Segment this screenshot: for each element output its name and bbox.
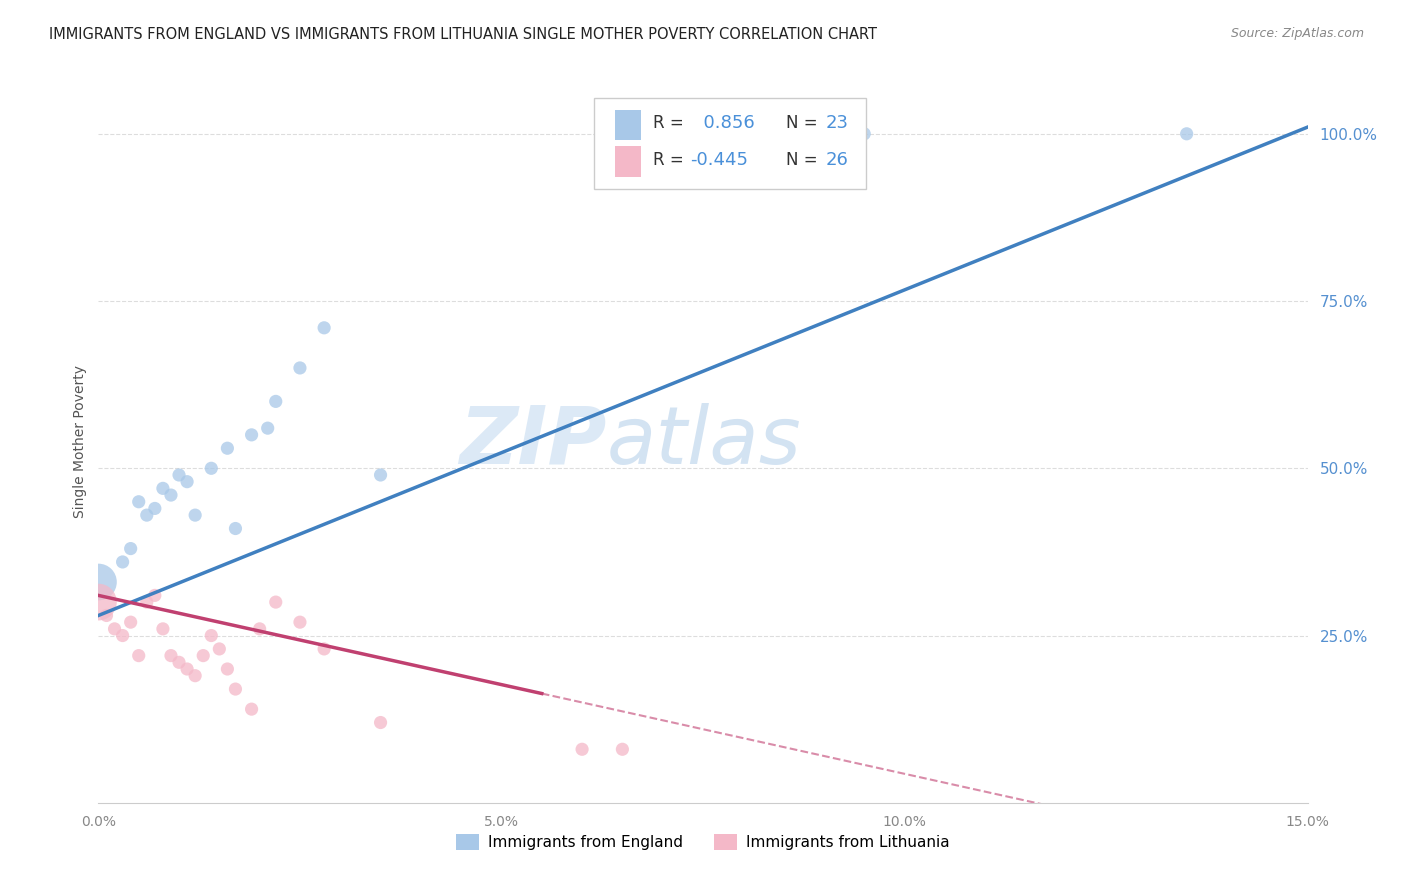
Point <box>314 642 336 657</box>
Legend: Immigrants from England, Immigrants from Lithuania: Immigrants from England, Immigrants from… <box>450 829 956 856</box>
Point <box>193 648 215 663</box>
Point <box>240 427 263 442</box>
Point <box>111 555 134 569</box>
Point <box>135 508 157 523</box>
Point <box>128 648 150 663</box>
Point <box>135 595 157 609</box>
Point <box>217 662 239 676</box>
Point <box>120 541 142 556</box>
Text: Source: ZipAtlas.com: Source: ZipAtlas.com <box>1230 27 1364 40</box>
Point <box>111 628 134 642</box>
Text: N =: N = <box>786 151 818 169</box>
Text: 26: 26 <box>825 151 848 169</box>
Text: atlas: atlas <box>606 402 801 481</box>
Text: R =: R = <box>654 113 685 132</box>
Text: R =: R = <box>654 151 685 169</box>
Point <box>184 508 207 523</box>
Point <box>264 595 287 609</box>
Point <box>314 321 336 335</box>
Point <box>143 589 166 603</box>
Point <box>619 127 641 141</box>
Point <box>240 702 263 716</box>
Point <box>200 628 222 642</box>
Point <box>87 575 110 590</box>
Point <box>152 622 174 636</box>
Text: 0.856: 0.856 <box>692 113 755 132</box>
FancyBboxPatch shape <box>595 98 866 189</box>
Point <box>288 361 311 376</box>
Point <box>160 648 183 663</box>
Point <box>103 622 125 636</box>
Point <box>224 681 246 696</box>
Text: ZIP: ZIP <box>458 402 606 481</box>
Point <box>370 715 392 730</box>
Point <box>143 501 166 516</box>
Point <box>370 467 392 482</box>
Point <box>176 662 198 676</box>
Point <box>612 742 634 756</box>
Text: -0.445: -0.445 <box>690 151 748 169</box>
Point <box>853 127 876 141</box>
Point <box>96 608 118 623</box>
Text: 23: 23 <box>825 113 848 132</box>
Point <box>160 488 183 502</box>
Point <box>249 622 271 636</box>
Point <box>167 467 190 482</box>
Point <box>87 595 110 609</box>
Point <box>200 461 222 475</box>
Y-axis label: Single Mother Poverty: Single Mother Poverty <box>73 365 87 518</box>
Point <box>184 669 207 683</box>
Text: N =: N = <box>786 113 818 132</box>
Point <box>217 442 239 455</box>
Point <box>167 655 190 669</box>
Point <box>571 742 593 756</box>
Point <box>1175 127 1198 141</box>
Point <box>208 642 231 657</box>
Point <box>264 394 287 409</box>
FancyBboxPatch shape <box>614 146 641 177</box>
Point <box>288 615 311 630</box>
FancyBboxPatch shape <box>614 110 641 140</box>
Point <box>152 482 174 496</box>
Text: IMMIGRANTS FROM ENGLAND VS IMMIGRANTS FROM LITHUANIA SINGLE MOTHER POVERTY CORRE: IMMIGRANTS FROM ENGLAND VS IMMIGRANTS FR… <box>49 27 877 42</box>
Point <box>176 475 198 489</box>
Point <box>128 494 150 508</box>
Point <box>256 421 278 435</box>
Point <box>120 615 142 630</box>
Point <box>224 521 246 535</box>
